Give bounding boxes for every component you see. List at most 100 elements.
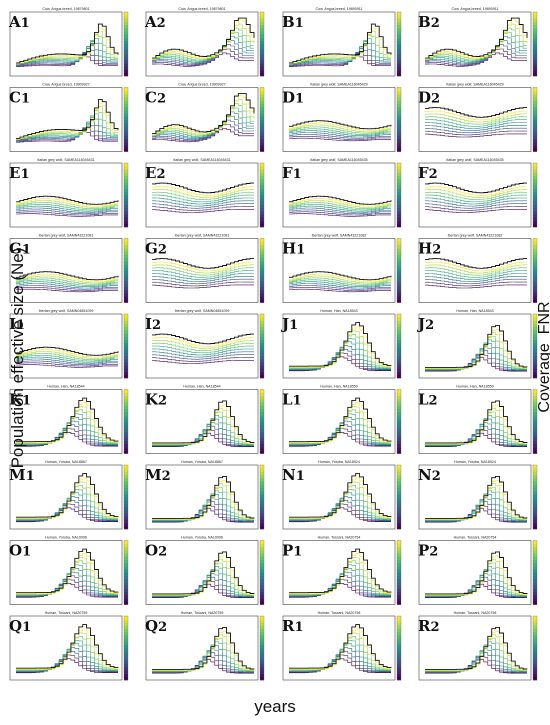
colorbar-segment — [397, 654, 401, 658]
colorbar-segment — [397, 217, 401, 221]
colorbar-segment — [397, 18, 401, 22]
colorbar-segment — [260, 179, 264, 183]
colorbar-segment — [260, 371, 264, 376]
colorbar-segment — [124, 207, 128, 212]
colorbar-segment — [397, 474, 401, 479]
coverage-series-line — [425, 44, 527, 65]
coverage-series-line — [425, 432, 527, 447]
colorbar-segment — [124, 185, 128, 189]
colorbar-segment — [124, 211, 128, 215]
panel-R1: Human, Toscani, NA20798 R1 — [282, 611, 402, 681]
coverage-series-line — [425, 209, 527, 213]
colorbar-segment — [260, 44, 264, 48]
colorbar-segment — [124, 465, 128, 469]
colorbar-segment — [124, 276, 128, 281]
colorbar-segment — [124, 166, 128, 170]
colorbar-segment — [533, 556, 537, 560]
colorbar-segment — [397, 657, 401, 662]
colorbar-segment — [260, 362, 264, 366]
colorbar-segment — [260, 591, 264, 596]
coverage-series-line — [425, 278, 527, 285]
colorbar-segment — [533, 87, 537, 91]
colorbar-segment — [260, 15, 264, 19]
colorbar-segment — [397, 34, 401, 38]
colorbar-segment — [397, 314, 401, 318]
colorbar-segment — [533, 12, 537, 16]
colorbar — [532, 87, 538, 152]
colorbar-segment — [124, 358, 128, 363]
colorbar-segment — [260, 667, 264, 671]
panel-label: O2 — [145, 542, 167, 560]
colorbar-segment — [124, 12, 128, 16]
coverage-series-line — [16, 628, 119, 670]
colorbar-segment — [533, 481, 537, 485]
colorbar-segment — [260, 516, 264, 520]
colorbar-segment — [397, 447, 401, 451]
colorbar — [259, 162, 265, 228]
colorbar-segment — [260, 437, 264, 441]
colorbar-segment — [260, 392, 264, 397]
panel-label: H1 — [282, 240, 305, 258]
colorbar-segment — [260, 503, 264, 507]
coverage-series-line — [16, 103, 119, 140]
colorbar-segment — [397, 129, 401, 133]
colorbar-segment — [124, 628, 128, 633]
colorbar-segment — [260, 260, 264, 265]
colorbar-segment — [260, 559, 264, 564]
colorbar-segment — [260, 399, 264, 403]
colorbar-segment — [397, 481, 401, 485]
colorbar-segment — [533, 141, 537, 146]
plot-frame — [418, 238, 532, 303]
colorbar-segment — [533, 594, 537, 599]
colorbar-segment — [397, 358, 401, 363]
colorbar-segment — [260, 326, 264, 331]
colorbar-segment — [260, 424, 264, 429]
colorbar-segment — [124, 559, 128, 564]
colorbar-segment — [124, 421, 128, 425]
colorbar-segment — [533, 264, 537, 268]
panel-F2: Italian grey wolf, SAMEA116045435 F2 — [418, 158, 538, 228]
colorbar-segment — [124, 550, 128, 554]
colorbar-segment — [124, 443, 128, 448]
colorbar-segment — [124, 125, 128, 130]
colorbar-segment — [260, 21, 264, 26]
panel-title: Human, Toscani, NA20754 — [318, 536, 361, 540]
colorbar-segment — [397, 69, 401, 74]
colorbar-segment — [397, 122, 401, 127]
coverage-series-line — [289, 30, 392, 65]
colorbar-segment — [124, 418, 128, 422]
coverage-series-line — [16, 273, 119, 282]
colorbar-segment — [260, 333, 264, 337]
colorbar-segment — [124, 365, 128, 369]
colorbar-segment — [260, 405, 264, 409]
colorbar-segment — [533, 163, 537, 167]
coverage-series-line — [152, 351, 254, 358]
colorbar-segment — [124, 60, 128, 64]
coverage-series-line — [289, 124, 392, 133]
colorbar-segment — [124, 601, 128, 605]
colorbar-segment — [533, 56, 537, 61]
colorbar-segment — [397, 60, 401, 64]
colorbar-segment — [260, 207, 264, 212]
colorbar-segment — [260, 175, 264, 180]
colorbar-segment — [397, 572, 401, 576]
colorbar-segment — [124, 220, 128, 225]
colorbar-segment — [124, 188, 128, 193]
panel-N1: Human, Yoruba, NA18924 N1 — [282, 460, 402, 530]
colorbar-segment — [397, 500, 401, 504]
colorbar-segment — [260, 317, 264, 321]
colorbar-segment — [397, 103, 401, 107]
colorbar-segment — [260, 487, 264, 491]
colorbar-segment — [397, 641, 401, 646]
panel-title: Cow, Angus breed, 19890911 — [452, 7, 499, 11]
colorbar-segment — [533, 323, 537, 328]
coverage-series-line — [289, 207, 391, 213]
colorbar-segment — [533, 201, 537, 205]
colorbar-segment — [397, 276, 401, 281]
colorbar-segment — [397, 37, 401, 42]
colorbar-segment — [533, 575, 537, 580]
coverage-series-line — [289, 326, 392, 368]
colorbar — [396, 389, 402, 454]
reference-series-line — [16, 548, 119, 594]
colorbar-segment — [124, 273, 128, 278]
